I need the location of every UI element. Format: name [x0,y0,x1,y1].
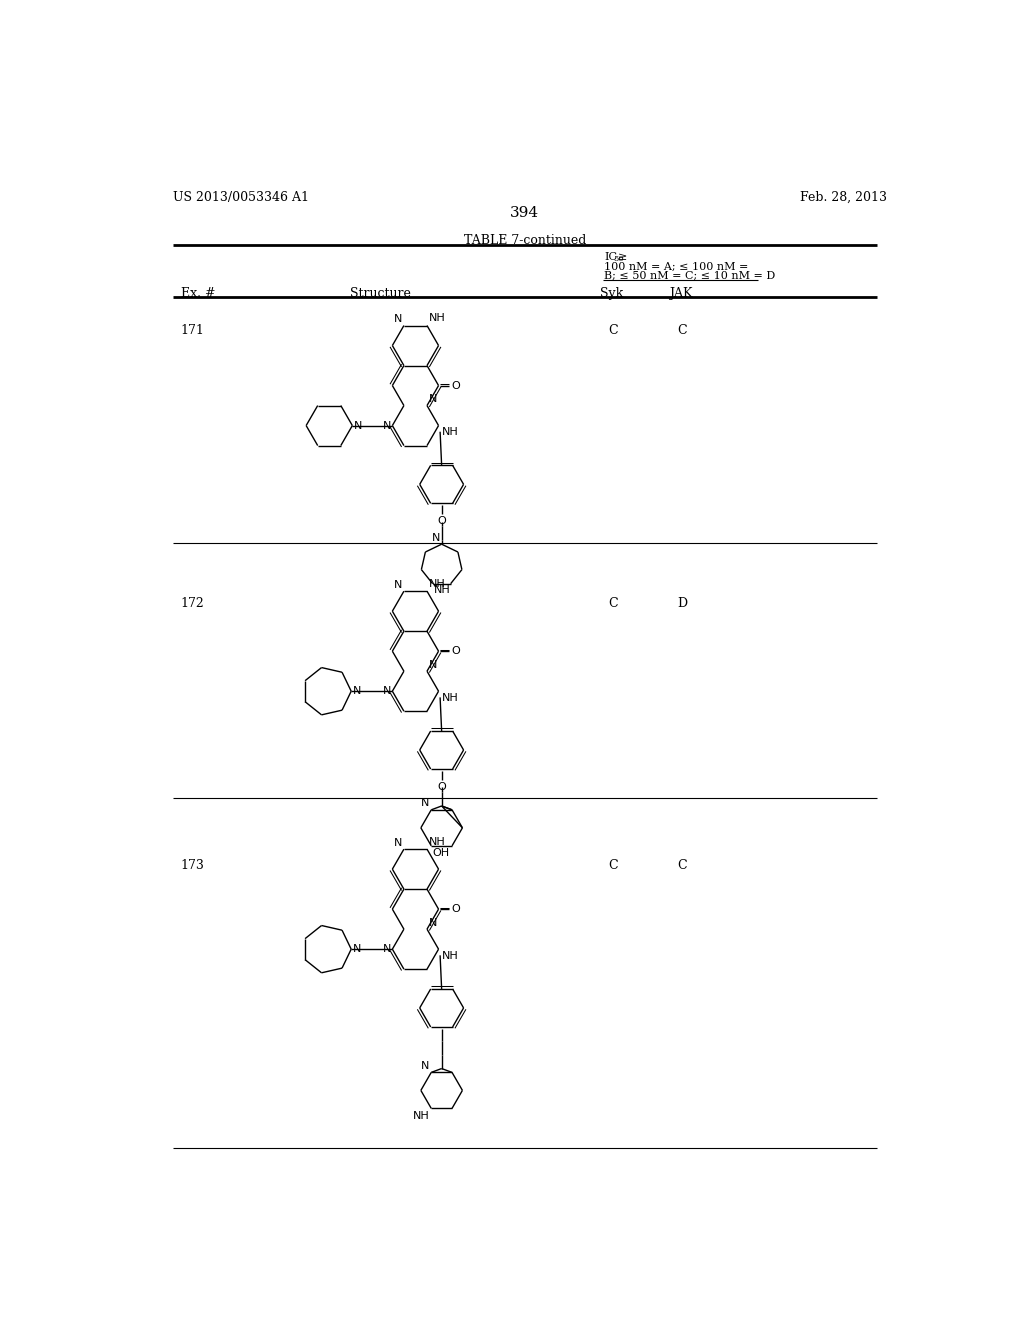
Text: IC: IC [604,252,617,263]
Text: N: N [354,421,362,430]
Text: C: C [677,859,687,873]
Text: O: O [451,380,460,391]
Text: US 2013/0053346 A1: US 2013/0053346 A1 [173,190,309,203]
Text: N: N [432,533,440,543]
Text: N: N [382,686,391,696]
Text: Syk: Syk [600,286,624,300]
Text: N: N [394,314,402,323]
Text: C: C [608,323,617,337]
Text: B; ≤ 50 nM = C; ≤ 10 nM = D: B; ≤ 50 nM = C; ≤ 10 nM = D [604,271,775,281]
Text: O: O [451,904,460,915]
Text: N: N [394,838,402,847]
Text: 50: 50 [613,255,624,263]
Text: O: O [451,647,460,656]
Text: Structure: Structure [350,286,411,300]
Text: N: N [429,660,437,669]
Text: NH: NH [441,950,459,961]
Text: 171: 171 [180,323,205,337]
Text: TABLE 7-continued: TABLE 7-continued [464,234,586,247]
Text: N: N [429,917,437,928]
Text: N: N [421,799,430,808]
Text: O: O [437,516,446,527]
Text: N: N [421,1061,430,1071]
Text: 100 nM = A; ≤ 100 nM =: 100 nM = A; ≤ 100 nM = [604,261,749,272]
Text: C: C [608,597,617,610]
Text: N: N [352,944,361,954]
Text: C: C [677,323,687,337]
Text: N: N [382,944,391,954]
Text: ≥: ≥ [617,252,628,263]
Text: N: N [394,579,402,590]
Text: C: C [608,859,617,873]
Text: NH: NH [434,585,451,595]
Text: Feb. 28, 2013: Feb. 28, 2013 [801,190,888,203]
Text: Ex. #: Ex. # [180,286,215,300]
Text: NH: NH [441,428,459,437]
Text: NH: NH [429,579,446,589]
Text: 172: 172 [180,597,205,610]
Text: N: N [382,421,391,430]
Text: NH: NH [429,837,446,847]
Text: O: O [437,783,446,792]
Text: JAK: JAK [670,286,693,300]
Text: NH: NH [413,1110,430,1121]
Text: N: N [429,393,437,404]
Text: NH: NH [441,693,459,702]
Text: N: N [352,686,361,696]
Text: NH: NH [429,313,446,323]
Text: 394: 394 [510,206,540,220]
Text: OH: OH [433,849,450,858]
Text: 173: 173 [180,859,205,873]
Text: D: D [677,597,687,610]
